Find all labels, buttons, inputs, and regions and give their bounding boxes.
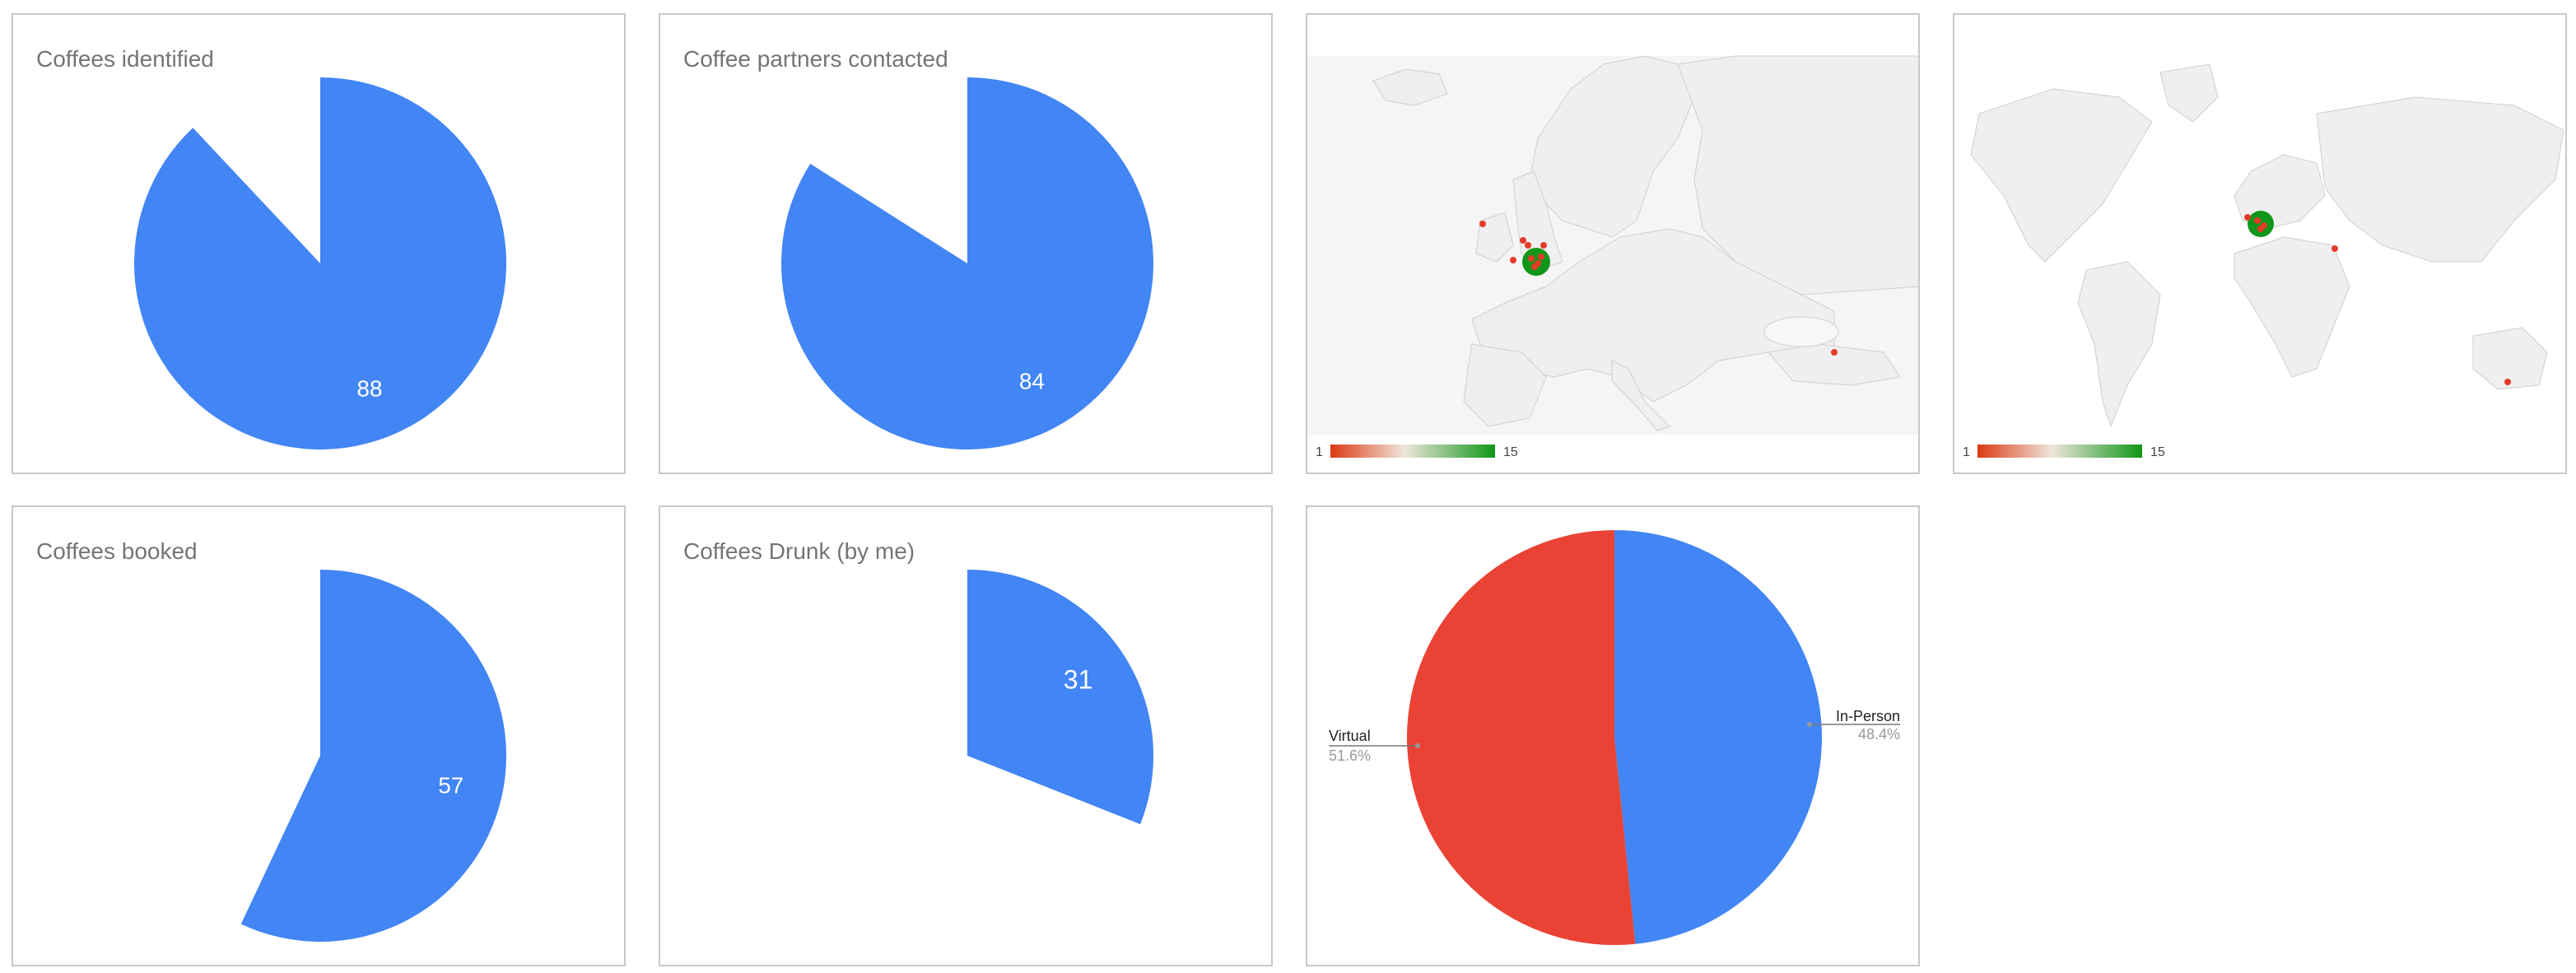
- map-marker-cluster[interactable]: [2248, 211, 2274, 237]
- map-country: [2316, 96, 2564, 263]
- color-legend-bar: [1977, 445, 2142, 458]
- map-country: [2234, 236, 2350, 378]
- legend-min-label: 1: [1316, 445, 1323, 459]
- map-country: [1463, 343, 1547, 427]
- pie-slice-in-person[interactable]: [1614, 530, 1822, 944]
- chart-card-coffees-booked: Coffees booked 57: [12, 505, 626, 966]
- map-country: [1970, 88, 2153, 263]
- chart-title: Coffees booked: [36, 538, 198, 564]
- map-marker[interactable]: [2257, 226, 2264, 232]
- map-marker[interactable]: [1510, 257, 1516, 263]
- map-country: [1611, 360, 1670, 431]
- map-marker[interactable]: [1525, 242, 1531, 249]
- legend-min-label: 1: [1963, 445, 1970, 459]
- chart-card-coffees-identified: Coffees identified 88: [12, 13, 626, 474]
- map-country: [2159, 63, 2219, 123]
- chart-card-coffees-drunk: Coffees Drunk (by me) 31: [659, 505, 1273, 966]
- europe-map-svg: 1 15: [1307, 55, 1918, 459]
- map-country: [2472, 327, 2548, 390]
- pie-chart-svg: 31: [967, 570, 1153, 825]
- chart-title: Coffee partners contacted: [683, 46, 948, 72]
- map-marker[interactable]: [2254, 217, 2261, 224]
- map-marker[interactable]: [1540, 242, 1547, 249]
- pie-slice[interactable]: [240, 570, 507, 942]
- geo-chart-europe: 1 15: [1306, 13, 1920, 474]
- map-sea-black: [1763, 316, 1839, 347]
- leader-dot: [1415, 743, 1420, 748]
- chart-title: Coffees identified: [36, 46, 214, 72]
- chart-title: Coffees Drunk (by me): [683, 538, 915, 564]
- legend-max-label: 15: [2150, 445, 2165, 459]
- chart-card-coffee-partners-contacted: Coffee partners contacted 84: [659, 13, 1273, 474]
- map-marker[interactable]: [1528, 255, 1535, 262]
- map-marker[interactable]: [1831, 349, 1838, 356]
- map-marker[interactable]: [2244, 214, 2251, 221]
- pie-chart-svg: 88: [134, 77, 506, 449]
- pie-slice-virtual[interactable]: [1406, 530, 1636, 945]
- map-country: [1372, 68, 1448, 106]
- chart-card-meeting-type: In-Person 48.4% Virtual 51.6%: [1306, 505, 1920, 966]
- map-marker[interactable]: [1531, 263, 1538, 270]
- pie-slice[interactable]: [967, 570, 1153, 825]
- pie-slice[interactable]: [781, 77, 1153, 449]
- slice-data-label: 84: [1019, 369, 1045, 394]
- geo-chart-world: 1 15: [1953, 13, 2567, 474]
- slice-data-label: 88: [356, 375, 382, 401]
- pie-slice[interactable]: [134, 77, 506, 449]
- map-marker[interactable]: [1538, 254, 1544, 260]
- leader-dot: [1807, 722, 1812, 727]
- map-country: [1529, 55, 1695, 238]
- slice-percent-in-person: 48.4%: [1858, 726, 1900, 743]
- pie-chart-svg: 57: [240, 570, 507, 942]
- slice-data-label: 57: [438, 772, 463, 798]
- color-legend-bar: [1330, 445, 1495, 458]
- map-country: [2077, 261, 2161, 428]
- map-marker[interactable]: [2504, 379, 2511, 385]
- slice-label-virtual: Virtual: [1329, 728, 1371, 744]
- world-map-svg: 1 15: [1963, 63, 2564, 459]
- legend-max-label: 15: [1503, 445, 1518, 459]
- pie-chart-svg: In-Person 48.4% Virtual 51.6%: [1329, 530, 1900, 945]
- map-marker[interactable]: [2331, 245, 2338, 252]
- map-marker[interactable]: [1520, 237, 1526, 244]
- pie-chart-svg: 84: [781, 77, 1153, 449]
- slice-data-label: 31: [1064, 665, 1093, 695]
- slice-label-in-person: In-Person: [1836, 708, 1900, 724]
- map-marker[interactable]: [1479, 221, 1486, 227]
- slice-percent-virtual: 51.6%: [1329, 747, 1371, 764]
